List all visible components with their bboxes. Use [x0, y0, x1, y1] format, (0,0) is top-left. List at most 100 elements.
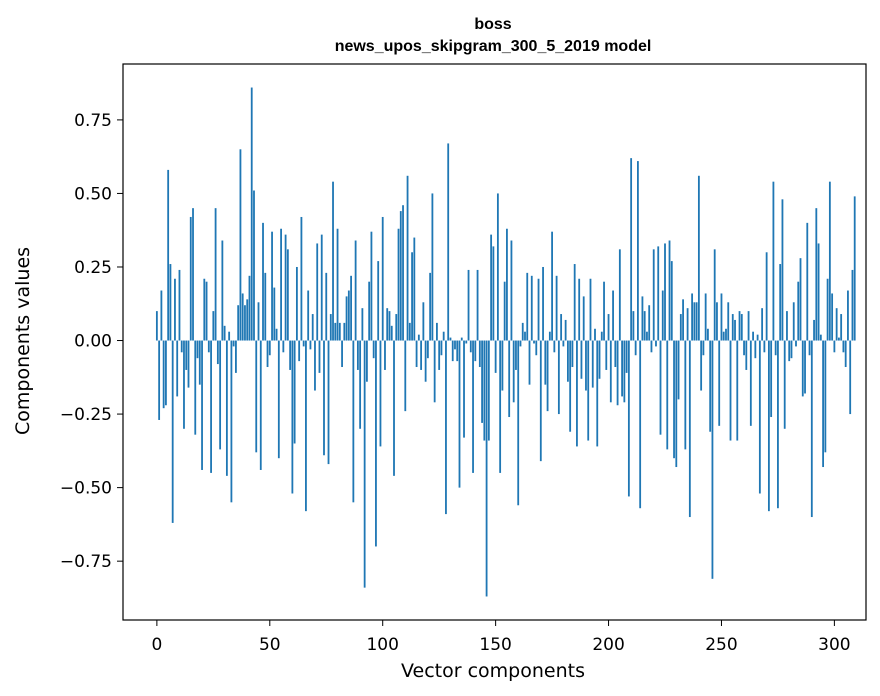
bar-286 [801, 340, 804, 397]
bar-294 [819, 334, 822, 341]
bar-205 [618, 249, 621, 341]
bar-125 [438, 340, 441, 370]
y-axis-label: Components values [12, 247, 34, 435]
bar-11 [180, 340, 183, 353]
bar-247 [713, 249, 716, 341]
bar-181 [564, 319, 567, 341]
bar-290 [810, 340, 813, 518]
bar-129 [447, 143, 450, 341]
bar-279 [786, 311, 788, 341]
bar-160 [517, 340, 520, 506]
bar-128 [445, 340, 447, 515]
bar-20 [201, 340, 203, 470]
bar-84 [345, 296, 348, 341]
bar-59 [289, 340, 292, 370]
bar-15 [189, 216, 192, 341]
bar-145 [483, 340, 486, 441]
x-tick-label: 150 [479, 635, 511, 655]
bar-180 [562, 340, 565, 347]
bar-4 [165, 340, 167, 406]
bar-106 [395, 314, 398, 341]
bar-57 [284, 234, 287, 341]
bar-100 [381, 216, 384, 341]
bar-36 [237, 305, 240, 341]
chart-subtitle: news_upos_skipgram_300_5_2019 model [335, 38, 652, 55]
bar-42 [250, 87, 253, 341]
bar-190 [585, 340, 587, 391]
bar-178 [557, 340, 560, 415]
bar-217 [646, 331, 648, 341]
bar-147 [487, 340, 490, 441]
bar-142 [476, 269, 479, 341]
bar-278 [783, 340, 786, 429]
bar-149 [492, 246, 495, 341]
bar-108 [399, 211, 402, 341]
bar-252 [725, 328, 727, 341]
bar-126 [440, 340, 443, 356]
y-tick-label: −0.25 [60, 405, 112, 425]
bar-63 [298, 340, 301, 362]
bar-162 [521, 322, 524, 341]
bar-55 [280, 228, 282, 341]
bar-281 [790, 340, 793, 359]
bar-7 [171, 340, 174, 523]
bar-33 [230, 340, 233, 503]
bar-96 [372, 340, 375, 359]
bar-202 [612, 290, 614, 341]
bar-120 [426, 340, 429, 359]
bar-113 [411, 252, 413, 341]
bar-148 [490, 234, 493, 341]
bar-194 [594, 328, 596, 341]
bar-192 [589, 278, 592, 341]
bar-32 [228, 331, 231, 341]
bar-271 [767, 340, 770, 512]
bar-17 [194, 340, 197, 435]
bar-29 [221, 240, 224, 341]
bar-93 [366, 340, 368, 382]
bar-107 [397, 228, 400, 341]
bar-251 [722, 331, 725, 341]
bar-216 [643, 311, 646, 341]
bar-21 [203, 278, 206, 341]
bar-193 [591, 340, 594, 388]
bar-58 [286, 249, 289, 341]
bar-223 [659, 340, 662, 435]
bar-154 [503, 281, 506, 341]
bar-199 [605, 340, 608, 370]
bar-189 [582, 296, 585, 341]
y-tick-label: −0.75 [60, 552, 112, 572]
bar-231 [677, 340, 680, 400]
bar-182 [566, 340, 569, 382]
bar-series [155, 87, 856, 597]
bar-263 [749, 340, 752, 426]
bar-187 [578, 278, 581, 341]
bar-133 [456, 340, 459, 362]
bar-185 [573, 264, 576, 341]
bar-172 [544, 340, 547, 385]
bar-47 [262, 222, 264, 341]
bar-244 [707, 328, 709, 341]
bar-282 [792, 302, 795, 341]
bar-28 [219, 340, 222, 450]
bar-211 [632, 311, 635, 341]
bar-132 [454, 340, 456, 350]
bar-173 [546, 340, 549, 412]
bar-308 [851, 269, 854, 341]
bar-186 [576, 340, 578, 447]
bar-159 [515, 340, 517, 370]
bar-115 [415, 340, 418, 368]
bar-68 [309, 340, 312, 350]
bar-6 [169, 264, 172, 341]
bar-230 [675, 340, 678, 468]
bar-116 [417, 334, 420, 341]
bar-163 [524, 331, 526, 341]
bar-233 [682, 299, 684, 341]
bar-143 [478, 340, 481, 368]
bar-136 [463, 340, 465, 438]
bar-208 [625, 340, 628, 373]
bar-287 [804, 340, 806, 394]
bar-31 [225, 340, 228, 476]
bar-201 [609, 340, 612, 403]
bar-273 [772, 181, 775, 341]
bar-104 [390, 325, 393, 341]
